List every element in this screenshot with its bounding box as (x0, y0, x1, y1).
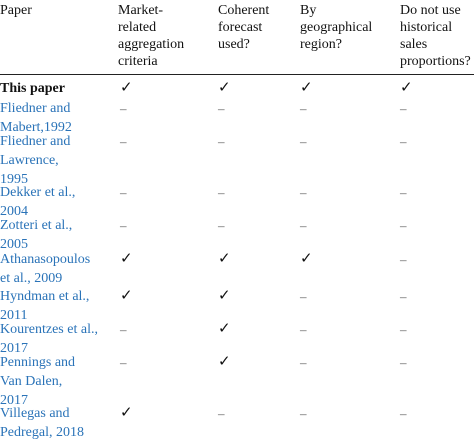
dash-icon: – (120, 134, 127, 149)
check-icon: ✓ (218, 251, 231, 267)
table-row: Fliedner and Mabert,1992 – – – – (0, 99, 474, 137)
dash-icon: – (400, 185, 407, 200)
dash-icon: – (120, 218, 127, 233)
header-coherent-forecast: Coherent forecast used? (218, 3, 270, 52)
table-row: Fliedner and Lawrence, 1995 – – – – (0, 132, 474, 189)
header-market-related: Market- related aggregation criteria (118, 3, 185, 69)
dash-icon: – (400, 218, 407, 233)
paper-name: Hyndman et al., 2011 (0, 289, 90, 323)
paper-name: Zotteri et al., 2005 (0, 218, 73, 252)
header-rule (0, 74, 474, 75)
dash-icon: – (120, 185, 127, 200)
table-row: This paper ✓ ✓ ✓ ✓ (0, 79, 474, 99)
dash-icon: – (400, 101, 407, 116)
check-icon: ✓ (120, 288, 133, 304)
check-icon: ✓ (400, 80, 413, 96)
table-row: Dekker et al., 2004 – – – – (0, 183, 474, 221)
header-paper: Paper (0, 3, 32, 18)
dash-icon: – (300, 134, 307, 149)
paper-name: Dekker et al., 2004 (0, 185, 76, 219)
dash-icon: – (400, 322, 407, 337)
paper-name: Pennings and Van Dalen, 2017 (0, 355, 76, 408)
check-icon: ✓ (300, 80, 313, 96)
dash-icon: – (120, 101, 127, 116)
table-row: Villegas and Pedregal, 2018 ✓ – – – (0, 404, 474, 442)
dash-icon: – (300, 322, 307, 337)
dash-icon: – (300, 289, 307, 304)
dash-icon: – (218, 218, 225, 233)
paper-name: Kourentzes et al., 2017 (0, 322, 98, 356)
table-row: Athanasopoulos et al., 2009 ✓ ✓ ✓ – (0, 250, 474, 288)
dash-icon: – (400, 252, 407, 267)
dash-icon: – (300, 185, 307, 200)
dash-icon: – (218, 134, 225, 149)
check-icon: ✓ (218, 354, 231, 370)
dash-icon: – (218, 406, 225, 421)
header-geographical: By geographical region? (300, 3, 373, 52)
dash-icon: – (300, 218, 307, 233)
paper-name: Villegas and Pedregal, 2018 (0, 406, 84, 440)
dash-icon: – (120, 355, 127, 370)
dash-icon: – (300, 406, 307, 421)
table-row: Kourentzes et al., 2017 – ✓ – – (0, 320, 474, 358)
dash-icon: – (400, 406, 407, 421)
dash-icon: – (400, 355, 407, 370)
check-icon: ✓ (120, 405, 133, 421)
paper-name: This paper (0, 81, 65, 96)
table-row: Zotteri et al., 2005 – – – – (0, 216, 474, 254)
check-icon: ✓ (120, 251, 133, 267)
dash-icon: – (300, 355, 307, 370)
check-icon: ✓ (218, 80, 231, 96)
paper-name: Fliedner and Lawrence, 1995 (0, 134, 71, 187)
dash-icon: – (218, 101, 225, 116)
table-row: Hyndman et al., 2011 ✓ ✓ – – (0, 287, 474, 325)
dash-icon: – (400, 289, 407, 304)
dash-icon: – (300, 101, 307, 116)
check-icon: ✓ (300, 251, 313, 267)
paper-name: Fliedner and Mabert,1992 (0, 101, 72, 135)
check-icon: ✓ (218, 321, 231, 337)
dash-icon: – (120, 322, 127, 337)
header-historical-sales: Do not use historical sales proportions? (400, 3, 471, 69)
dash-icon: – (218, 185, 225, 200)
check-icon: ✓ (120, 80, 133, 96)
paper-name: Athanasopoulos et al., 2009 (0, 252, 91, 286)
check-icon: ✓ (218, 288, 231, 304)
table-row: Pennings and Van Dalen, 2017 – ✓ – – (0, 353, 474, 410)
dash-icon: – (400, 134, 407, 149)
